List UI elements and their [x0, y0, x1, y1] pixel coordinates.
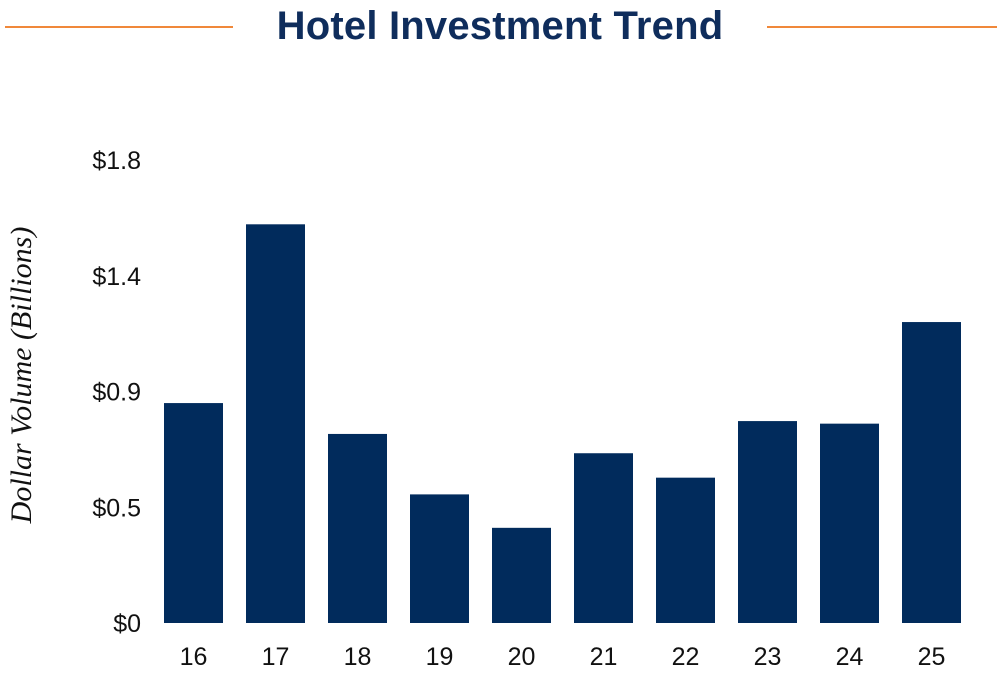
bar-19: [410, 494, 469, 623]
x-tick-label: 25: [918, 643, 946, 671]
x-tick-label: 20: [508, 643, 536, 671]
bar-16: [164, 403, 223, 623]
x-tick-label: 21: [590, 643, 618, 671]
y-tick-label: $0.5: [92, 494, 141, 522]
y-tick-label: $0: [113, 610, 141, 638]
bar-25: [902, 322, 961, 623]
title-row: Hotel Investment Trend: [0, 0, 1000, 60]
bar-17: [246, 224, 305, 624]
title-rule-right: [767, 26, 997, 28]
y-tick-label: $1.4: [92, 263, 141, 291]
bar-23: [738, 421, 797, 623]
bar-18: [328, 433, 387, 623]
x-tick-label: 19: [426, 643, 454, 671]
chart-title: Hotel Investment Trend: [276, 4, 724, 48]
bar-20: [492, 527, 551, 623]
bar-24: [820, 423, 879, 623]
x-tick-label: 23: [754, 643, 782, 671]
y-tick-label: $0.9: [92, 379, 141, 407]
bar-21: [574, 453, 633, 623]
x-tick-label: 17: [262, 643, 290, 671]
y-tick-label: $1.8: [92, 147, 141, 175]
bar-22: [656, 477, 715, 623]
title-rule-left: [5, 26, 233, 28]
x-tick-label: 18: [344, 643, 372, 671]
x-tick-label: 24: [836, 643, 864, 671]
x-tick-label: 16: [180, 643, 208, 671]
x-tick-label: 22: [672, 643, 700, 671]
